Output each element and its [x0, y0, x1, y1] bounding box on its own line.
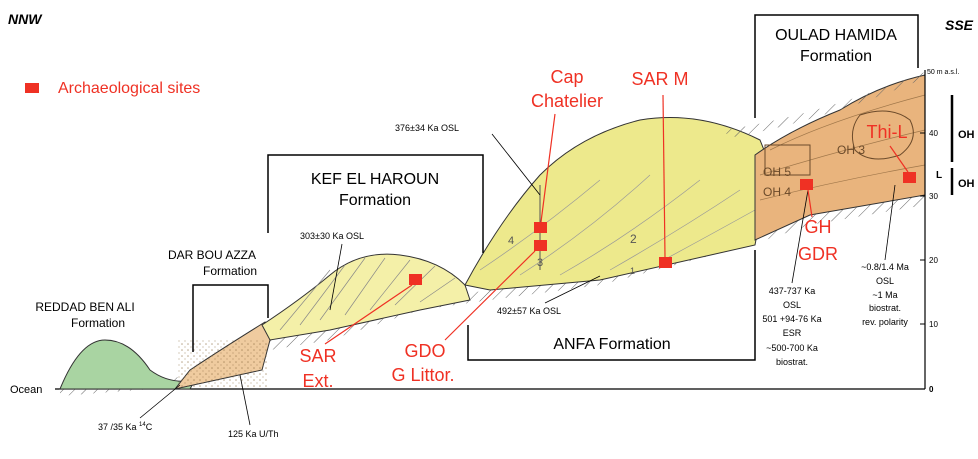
orientation-right: SSE: [945, 17, 974, 33]
site-cap-chatelier-lower: [534, 240, 547, 251]
leader-oh-right: [884, 184, 896, 261]
oh-right-date-3: ~1 Ma: [872, 290, 897, 300]
leader-376: [491, 133, 541, 196]
tick-label-0: 0: [929, 385, 934, 394]
date-c14: 37 /35 Ka 14C: [98, 422, 153, 432]
l-bar-label: L: [936, 170, 942, 181]
date-303-osl: 303±30 Ka OSL: [300, 231, 364, 241]
dar-bou-azza-subtitle: Formation: [203, 264, 257, 278]
leader-uth: [239, 374, 251, 426]
unit-3-label: 3: [537, 257, 543, 269]
unit-2-label: 2: [630, 232, 637, 246]
oh-right-date-2: OSL: [876, 276, 894, 286]
site-sar-m: [659, 257, 672, 268]
date-492-osl: 492±57 Ka OSL: [497, 306, 561, 316]
dar-bou-azza-dots: [178, 340, 268, 388]
cap-chatelier-leader: [540, 113, 556, 223]
oulad-hamida-frame: [754, 14, 919, 118]
site-cap-chatelier-upper: [534, 222, 547, 233]
date-376-osl: 376±34 Ka OSL: [395, 123, 459, 133]
tick-label-10: 10: [929, 320, 938, 329]
oh4-label: OH 4: [763, 185, 791, 199]
thi-l-leader: [889, 145, 909, 173]
kef-el-haroun-bedding: [279, 257, 456, 331]
kef-el-haroun-frame: [267, 154, 484, 253]
oh-right-date-1: ~0.8/1.4 Ma: [861, 262, 909, 272]
legend-swatch: [25, 83, 39, 93]
cap-chatelier-label-2: Chatelier: [531, 91, 603, 111]
sar-ext-leader: [324, 284, 413, 345]
oh-right-date-5: rev. polarity: [862, 317, 908, 327]
tick-label-30: 30: [929, 192, 938, 201]
sar-ext-label-2: Ext.: [302, 371, 333, 391]
oh3-label: OH 3: [837, 143, 865, 157]
date-c14-superscript: 14: [139, 422, 146, 428]
reddad-ben-ali-title: REDDAD BEN ALI: [35, 300, 134, 314]
sar-m-label: SAR M: [631, 69, 688, 89]
bedrock-hatch: [60, 195, 925, 396]
oulad-hamida-crust: [725, 72, 925, 138]
thi-l-label: Thi-L: [866, 122, 907, 142]
oh5-oh4-box: [764, 144, 811, 176]
oulad-hamida-title: OULAD HAMIDA: [775, 27, 897, 44]
anfa-label: ANFA Formation: [553, 336, 670, 353]
gdo-label-2: G Littor.: [391, 365, 454, 385]
date-uth: 125 Ka U/Th: [228, 429, 279, 439]
oh-upper-label: OH: [958, 129, 975, 141]
oulad-hamida-subtitle: Formation: [800, 48, 872, 65]
dar-bou-azza-title: DAR BOU AZZA: [168, 248, 256, 262]
oh-lower-date-6: biostrat.: [776, 357, 808, 367]
anfa-frame: [467, 250, 756, 361]
gh-label: GH: [805, 217, 832, 237]
site-sar-ext: [409, 274, 422, 285]
tick-label-20: 20: [929, 256, 938, 265]
cap-chatelier-label-1: Cap: [550, 67, 583, 87]
gdo-label-1: GDO: [404, 341, 445, 361]
gh-leader: [807, 189, 813, 218]
oh-lower-date-1: 437-737 Ka: [769, 286, 816, 296]
orientation-left: NNW: [8, 11, 43, 27]
leader-c14: [139, 384, 181, 419]
unit-1-label: 1: [630, 266, 635, 276]
oh-right-date-4: biostrat.: [869, 303, 901, 313]
site-gh: [800, 179, 813, 190]
oh5-label: OH 5: [763, 165, 791, 179]
scale-unit-label: 50 m a.s.l.: [927, 69, 959, 76]
leader-303: [329, 243, 343, 311]
gdr-label: GDR: [798, 244, 838, 264]
date-c14-unit: C: [146, 422, 153, 432]
tick-label-40: 40: [929, 129, 938, 138]
legend-label: Archaeological sites: [58, 80, 200, 97]
site-thi-l: [903, 172, 916, 183]
reddad-ben-ali-unit: [59, 339, 196, 390]
ocean-label: Ocean: [10, 384, 42, 396]
gdo-leader: [444, 250, 536, 341]
reddad-ben-ali-subtitle: Formation: [71, 316, 125, 330]
leader-492: [544, 275, 601, 304]
oh-lower-date-3: 501 +94-76 Ka: [762, 314, 821, 324]
date-c14-text: 37 /35 Ka: [98, 422, 139, 432]
oh3-outline: [851, 110, 914, 160]
unit-4-label: 4: [508, 235, 514, 247]
oh-lower-label: OH: [958, 178, 975, 190]
oh-lower-date-5: ~500-700 Ka: [766, 343, 818, 353]
leader-oh-lower: [791, 189, 809, 284]
sar-ext-label-1: SAR: [299, 346, 336, 366]
oh-lower-date-2: OSL: [783, 300, 801, 310]
kef-el-haroun-title: KEF EL HAROUN: [311, 171, 439, 188]
kef-el-haroun-subtitle: Formation: [339, 192, 411, 209]
dar-bou-azza-frame: [192, 284, 269, 352]
sar-m-leader: [662, 94, 666, 258]
oh-lower-date-4: ESR: [783, 328, 802, 338]
